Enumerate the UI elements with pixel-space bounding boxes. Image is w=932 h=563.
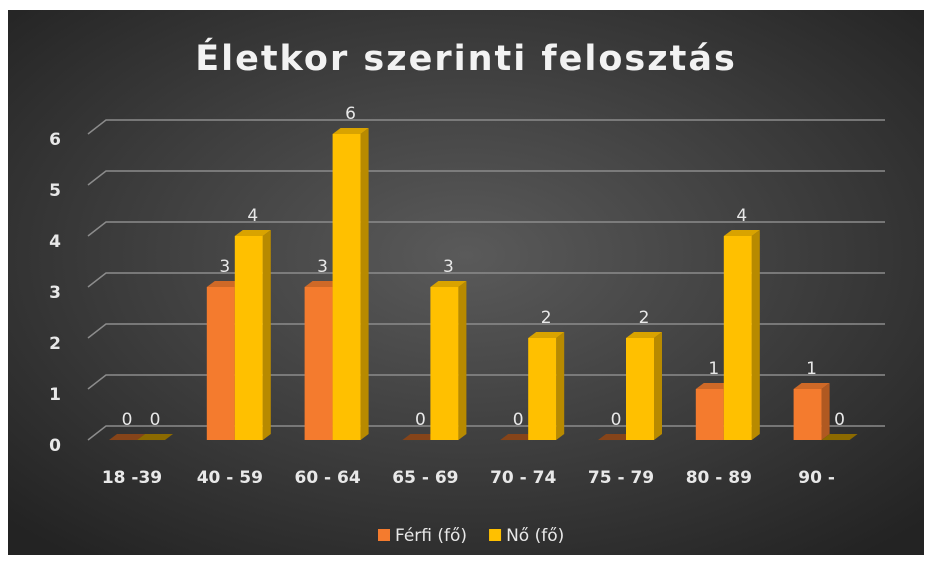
data-label: 4 (247, 206, 258, 226)
data-label: 6 (345, 104, 356, 124)
bar-top (109, 434, 145, 440)
data-label: 1 (708, 359, 719, 379)
data-label: 2 (639, 308, 650, 328)
bar-top (500, 434, 537, 440)
grid-line (87, 374, 885, 390)
bar-side (654, 332, 662, 440)
y-tick-label: 2 (49, 334, 61, 354)
bar-top (206, 281, 243, 287)
x-tick-label: 90 - (798, 468, 835, 488)
bar-side (458, 281, 467, 440)
bar (626, 338, 654, 440)
data-label: 3 (443, 257, 454, 277)
bar-top (137, 434, 173, 440)
data-label: 0 (150, 410, 161, 430)
bar-top (695, 383, 732, 389)
bar-side (751, 230, 760, 440)
bar-top (234, 230, 271, 236)
data-label: 3 (317, 257, 328, 277)
data-label: 2 (541, 308, 552, 328)
bar-side (821, 383, 830, 440)
x-tick-label: 40 - 59 (197, 468, 263, 488)
x-tick-label: 80 - 89 (686, 468, 752, 488)
legend-swatch (378, 529, 390, 541)
legend-label: Férfi (fő) (395, 526, 467, 546)
grid-line (87, 221, 885, 237)
bar-top (528, 332, 565, 338)
bar (723, 236, 752, 440)
bar (234, 236, 263, 440)
data-label: 0 (122, 410, 133, 430)
grid-line (87, 323, 885, 339)
bar-top (821, 434, 858, 440)
y-tick-label: 0 (49, 436, 61, 456)
data-label: 0 (415, 410, 426, 430)
bar (695, 389, 724, 440)
bar-side (556, 332, 565, 440)
bar-top (793, 383, 830, 389)
data-label: 4 (736, 206, 747, 226)
bar-side (360, 128, 369, 440)
bar (206, 287, 235, 440)
x-tick-label: 65 - 69 (392, 468, 458, 488)
y-tick-label: 3 (49, 283, 61, 303)
bar-side (262, 230, 271, 440)
data-label: 1 (806, 359, 817, 379)
bar (332, 134, 361, 440)
x-tick-label: 70 - 74 (490, 468, 556, 488)
x-tick-label: 75 - 79 (588, 468, 654, 488)
y-tick-label: 4 (49, 232, 61, 252)
y-tick-label: 1 (49, 385, 61, 405)
legend-label: Nő (fő) (506, 526, 564, 546)
data-label: 0 (513, 410, 524, 430)
grid-line (87, 272, 885, 288)
grid-line (87, 425, 885, 441)
bar-top (598, 434, 634, 440)
bar (430, 287, 459, 440)
legend-swatch (489, 529, 502, 541)
x-tick-label: 18 -39 (102, 468, 162, 488)
y-tick-label: 6 (49, 130, 61, 150)
bar-top (332, 128, 369, 134)
bar-top (304, 281, 341, 287)
data-label: 3 (219, 257, 230, 277)
chart-title: Életkor szerinti felosztás (195, 37, 737, 79)
bar-top (626, 332, 662, 338)
grid-line (87, 170, 885, 186)
bar (304, 287, 333, 440)
data-label: 0 (611, 410, 622, 430)
bar-top (430, 281, 467, 287)
y-tick-label: 5 (49, 181, 61, 201)
grid-line (87, 119, 885, 135)
bar (793, 389, 822, 440)
data-label: 0 (834, 410, 845, 430)
x-tick-label: 60 - 64 (294, 468, 360, 488)
bar-top (402, 434, 439, 440)
bar-top (723, 230, 760, 236)
bar (528, 338, 557, 440)
